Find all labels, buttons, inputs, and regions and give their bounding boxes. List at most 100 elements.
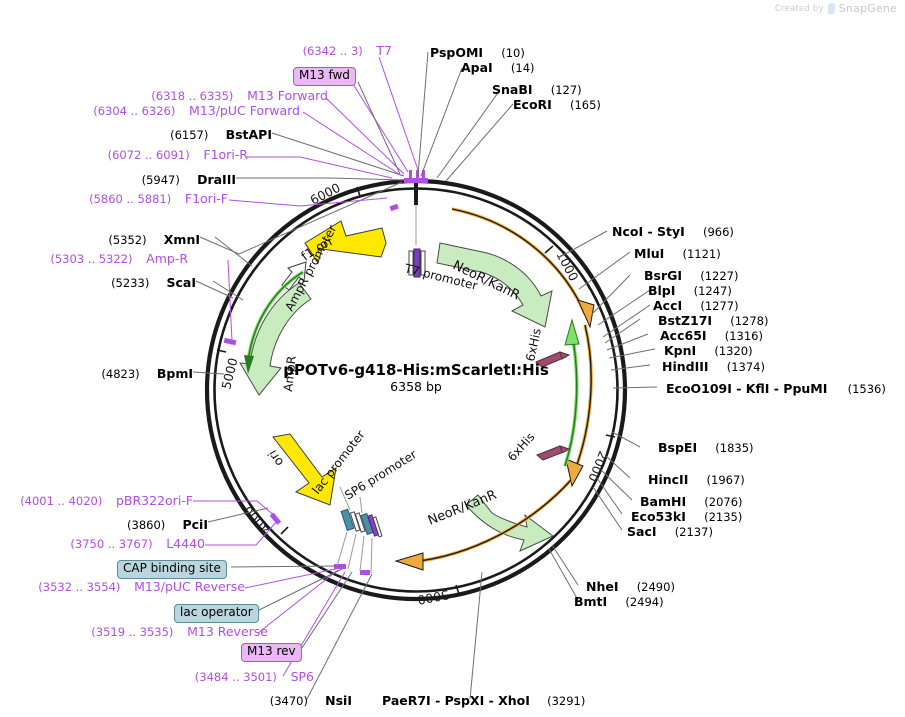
enzyme-label-eco53ki[interactable]: Eco53kI (2135) — [631, 508, 742, 524]
primer-label-m13-forward[interactable]: (6318 .. 6335) M13 Forward — [0, 89, 328, 103]
primer-chip-m13-fwd-label: M13 fwd — [293, 67, 356, 86]
enzyme-name-scai: ScaI — [166, 275, 197, 290]
enzyme-name-eco53ki: Eco53kI — [631, 509, 686, 524]
primer-range-sp6: (3484 .. 3501) — [194, 670, 277, 684]
enzyme-label-blpi[interactable]: BlpI (1247) — [648, 282, 732, 298]
primer-range-f1ori-r: (6072 .. 6091) — [107, 148, 190, 162]
enzyme-label-bspei[interactable]: BspEI (1835) — [658, 439, 754, 455]
plasmid-size: 6358 bp — [390, 379, 442, 394]
enzyme-pos-apai: (14) — [510, 61, 535, 75]
enzyme-label-bmti[interactable]: BmtI (2494) — [574, 593, 664, 609]
enzyme-label-draiii[interactable]: (5947) DraIII — [0, 171, 236, 187]
primer-range-m13-puc-forward: (6304 .. 6326) — [93, 104, 176, 118]
primer-chip-m13-fwd[interactable]: M13 fwd — [293, 66, 356, 86]
feature-ampr[interactable] — [239, 270, 312, 396]
feature-t7-promoter[interactable] — [408, 248, 426, 278]
primer-label-t7[interactable]: (6342 .. 3) T7 — [0, 43, 392, 58]
primer-label-sp6[interactable]: (3484 .. 3501) SP6 — [0, 670, 314, 684]
enzyme-name-paer7i-pspxi-xhoi: PaeR7I - PspXI - XhoI — [382, 693, 530, 708]
enzyme-label-mlui[interactable]: MluI (1121) — [634, 245, 721, 261]
enzyme-pos-draiii: (5947) — [141, 173, 180, 187]
enzyme-name-saci: SacI — [627, 524, 657, 539]
feature-6xhis-bottom[interactable]: 6xHis — [505, 430, 571, 464]
enzyme-name-pspomi: PspOMI — [430, 45, 484, 60]
enzyme-label-bsrgi[interactable]: BsrGI (1227) — [644, 267, 738, 283]
enzyme-name-ecori: EcoRI — [513, 97, 552, 112]
primer-name-l4440: L4440 — [166, 536, 205, 551]
primer-name-t7: T7 — [376, 43, 392, 58]
enzyme-label-acci[interactable]: AccI (1277) — [653, 297, 739, 313]
primer-label-f1ori-r[interactable]: (6072 .. 6091) F1ori-R — [0, 148, 248, 162]
plasmid-name: pPOTv6-g418-His:mScarletI:His — [283, 361, 549, 379]
enzyme-pos-hincii: (1967) — [706, 473, 745, 487]
enzyme-pos-blpi: (1247) — [693, 284, 732, 298]
enzyme-label-nsii[interactable]: (3470) NsiI — [180, 692, 352, 708]
enzyme-name-bamhi: BamHI — [640, 494, 687, 509]
enzyme-name-pcii: PciI — [182, 517, 208, 532]
feature-label-6xhis-bottom: 6xHis — [505, 430, 538, 464]
primer-chip-m13-rev-label: M13 rev — [241, 643, 302, 662]
tick-label-5000: 5000 — [218, 356, 240, 391]
enzyme-label-snabi[interactable]: SnaBI (127) — [492, 81, 582, 97]
tick-label-1000: 1000 — [553, 248, 581, 283]
enzyme-name-bstapi: BstAPI — [225, 127, 272, 142]
enzyme-pos-mlui: (1121) — [682, 247, 721, 261]
enzyme-label-bstz17i[interactable]: BstZ17I (1278) — [658, 312, 769, 328]
primer-label-l4440[interactable]: (3750 .. 3767) L4440 — [0, 536, 205, 551]
enzyme-label-ecori[interactable]: EcoRI (165) — [513, 96, 601, 112]
enzyme-name-apai: ApaI — [461, 60, 493, 75]
enzyme-label-saci[interactable]: SacI (2137) — [627, 523, 713, 539]
primer-range-m13-reverse: (3519 .. 3535) — [91, 625, 174, 639]
enzyme-label-bpmi[interactable]: (4823) BpmI — [0, 365, 193, 381]
enzyme-pos-nhei: (2490) — [636, 580, 675, 594]
primer-label-amp-r[interactable]: (5303 .. 5322) Amp-R — [0, 252, 188, 266]
enzyme-label-pspomi[interactable]: PspOMI (10) — [430, 44, 525, 60]
primer-range-pbr322ori-f: (4001 .. 4020) — [20, 494, 103, 508]
primer-label-pbr322ori-f[interactable]: (4001 .. 4020) pBR322ori-F — [0, 494, 193, 508]
enzyme-label-hindiii[interactable]: HindIII (1374) — [662, 358, 765, 374]
enzyme-name-ncoi-styi: NcoI - StyI — [612, 224, 685, 239]
enzyme-label-apai[interactable]: ApaI (14) — [461, 59, 535, 75]
enzyme-name-acc65i: Acc65I — [660, 328, 707, 343]
snapgene-logo-icon — [827, 3, 835, 14]
enzyme-label-nhei[interactable]: NheI (2490) — [586, 578, 675, 594]
primer-label-m13-reverse[interactable]: (3519 .. 3535) M13 Reverse — [0, 625, 268, 639]
enzyme-name-bpmi: BpmI — [156, 366, 193, 381]
enzyme-label-bamhi[interactable]: BamHI (2076) — [640, 493, 743, 509]
enzyme-label-kpni[interactable]: KpnI (1320) — [664, 342, 753, 358]
enzyme-name-hindiii: HindIII — [662, 359, 709, 374]
enzyme-name-kpni: KpnI — [664, 343, 697, 358]
feature-lac-cluster[interactable] — [340, 508, 383, 538]
site-chip-lac-operator[interactable]: lac operator — [174, 603, 259, 623]
enzyme-pos-hindiii: (1374) — [726, 360, 765, 374]
primer-label-m13-puc-reverse[interactable]: (3532 .. 3554) M13/pUC Reverse — [0, 580, 245, 594]
enzyme-pos-bamhi: (2076) — [704, 495, 743, 509]
feature-label-ampr: AmpR — [281, 355, 299, 392]
site-chip-cap-binding[interactable]: CAP binding site — [117, 559, 227, 579]
enzyme-label-ecoo109i-kfli-ppumi[interactable]: EcoO109I - KflI - PpuMI (1536) — [666, 380, 886, 396]
enzyme-label-scai[interactable]: (5233) ScaI — [0, 274, 196, 290]
enzyme-label-hincii[interactable]: HincII (1967) — [648, 471, 745, 487]
enzyme-label-acc65i[interactable]: Acc65I (1316) — [660, 327, 763, 343]
primer-range-m13-puc-reverse: (3532 .. 3554) — [38, 580, 121, 594]
primer-range-l4440: (3750 .. 3767) — [70, 537, 153, 551]
enzyme-label-paer7i-pspxi-xhoi[interactable]: PaeR7I - PspXI - XhoI (3291) — [382, 692, 585, 708]
primer-label-m13-puc-forward[interactable]: (6304 .. 6326) M13/pUC Forward — [0, 104, 300, 118]
enzyme-label-bstapi[interactable]: (6157) BstAPI — [0, 126, 272, 142]
site-chip-cap-binding-label: CAP binding site — [117, 560, 227, 579]
enzyme-label-xmni[interactable]: (5352) XmnI — [0, 231, 200, 247]
primer-label-f1ori-f[interactable]: (5860 .. 5881) F1ori-F — [0, 192, 228, 206]
enzyme-pos-bsrgi: (1227) — [700, 269, 739, 283]
feature-6xhis-top[interactable]: 6xHis — [523, 327, 571, 368]
transcript-arc-bottom — [394, 478, 573, 571]
enzyme-name-bmti: BmtI — [574, 594, 608, 609]
enzyme-pos-acc65i: (1316) — [724, 329, 763, 343]
site-chip-lac-operator-label: lac operator — [174, 604, 259, 623]
enzyme-label-pcii[interactable]: (3860) PciI — [0, 516, 208, 532]
enzyme-pos-kpni: (1320) — [714, 344, 753, 358]
enzyme-label-ncoi-styi[interactable]: NcoI - StyI (966) — [612, 223, 734, 239]
enzyme-name-mlui: MluI — [634, 246, 665, 261]
primer-chip-m13-rev[interactable]: M13 rev — [241, 642, 302, 662]
enzyme-pos-pspomi: (10) — [501, 46, 525, 60]
mcs-markers — [404, 170, 428, 205]
